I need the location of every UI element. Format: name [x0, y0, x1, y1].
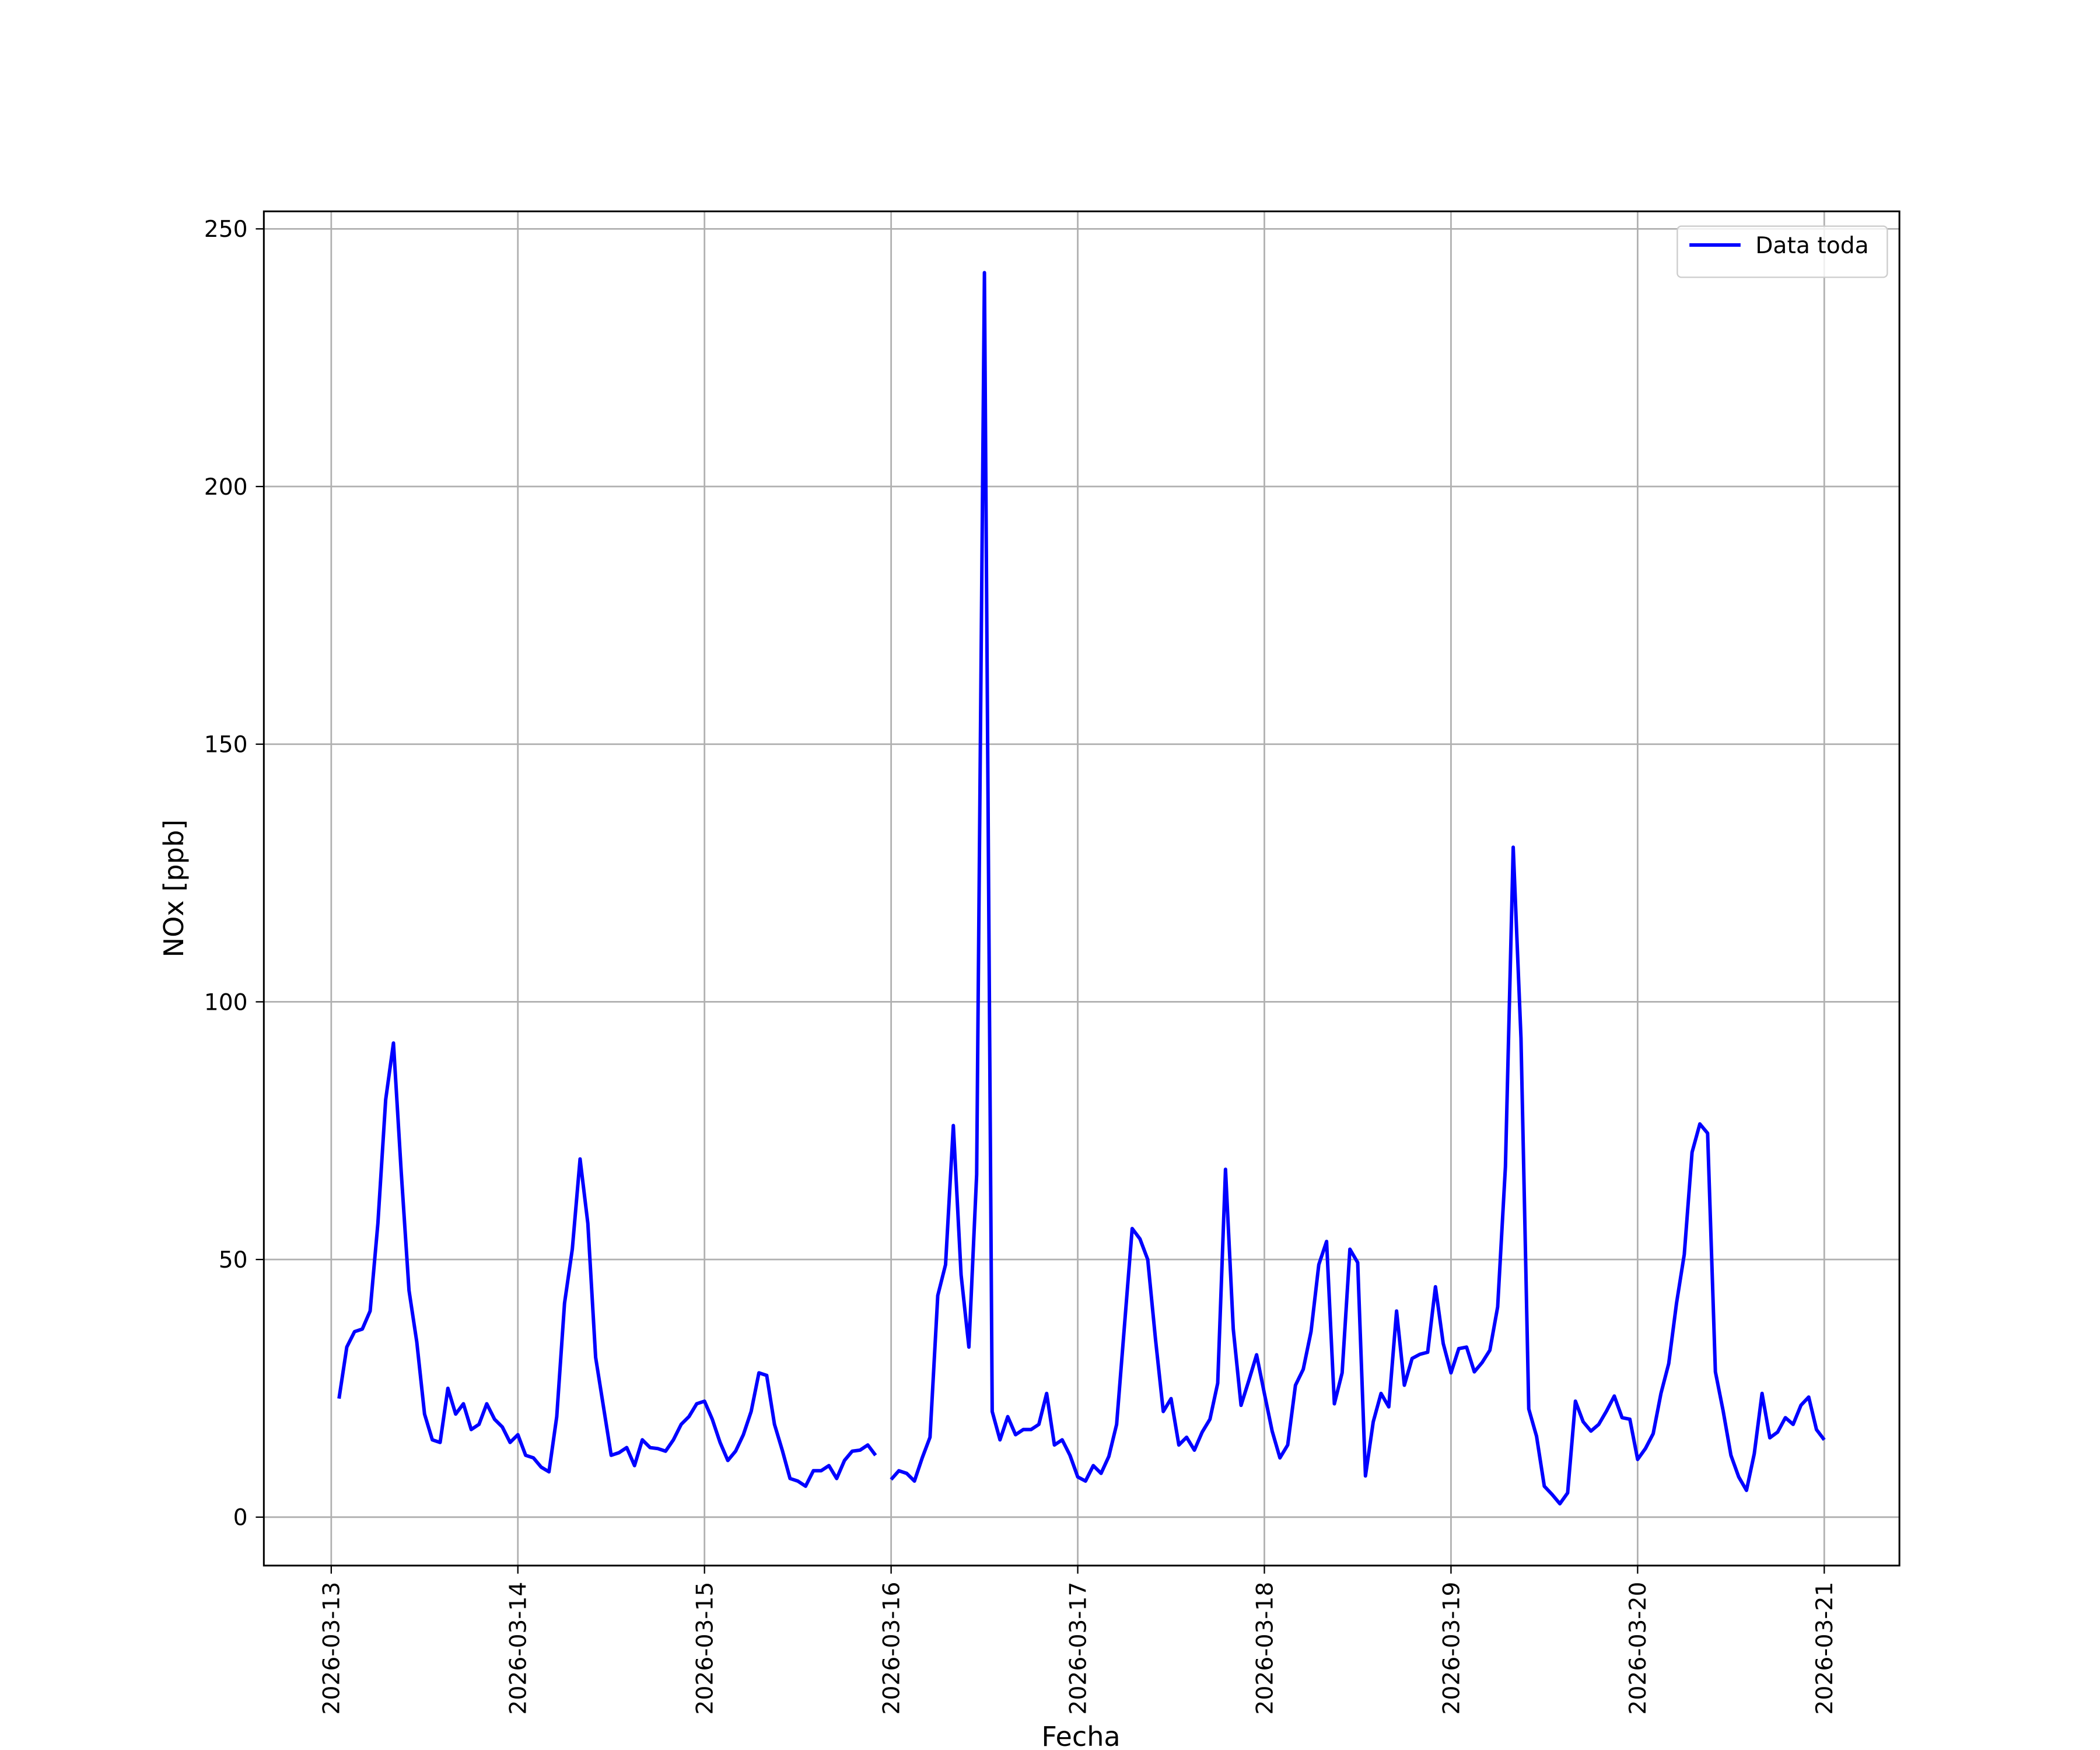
legend-box	[1676, 225, 1888, 278]
x-tick-label: 2026-03-15	[692, 1582, 719, 1715]
x-tick-label: 2026-03-13	[319, 1582, 345, 1715]
y-tick-label: 100	[204, 989, 248, 1016]
x-tick-label: 2026-03-21	[1812, 1582, 1838, 1715]
x-tick-label: 2026-03-20	[1625, 1582, 1651, 1715]
y-axis-label: NOx [ppb]	[158, 820, 190, 958]
x-tick-label: 2026-03-18	[1252, 1582, 1278, 1715]
ticks: 0 50 100 150 200 250 2026-03-13 2026-03-14 2026-…	[204, 216, 1838, 1714]
plot-area	[337, 271, 1826, 1506]
y-tick-label: 0	[233, 1505, 248, 1531]
x-axis-label: Fecha	[1041, 1721, 1120, 1750]
y-tick-label: 50	[219, 1247, 248, 1273]
y-tick-label: 200	[204, 474, 248, 501]
y-tick-label: 150	[204, 732, 248, 758]
x-tick-label: 2026-03-17	[1065, 1582, 1091, 1715]
legend: Data toda	[1676, 225, 1888, 278]
grid	[264, 211, 1900, 1566]
x-tick-label: 2026-03-16	[878, 1582, 905, 1715]
x-tick-label: 2026-03-19	[1438, 1582, 1465, 1715]
axes-frame	[262, 210, 1901, 1567]
data-line	[337, 271, 1826, 1506]
x-tick-label: 2026-03-14	[506, 1582, 532, 1715]
legend-label: Data toda	[1755, 233, 1868, 259]
y-tick-label: 250	[204, 216, 248, 243]
